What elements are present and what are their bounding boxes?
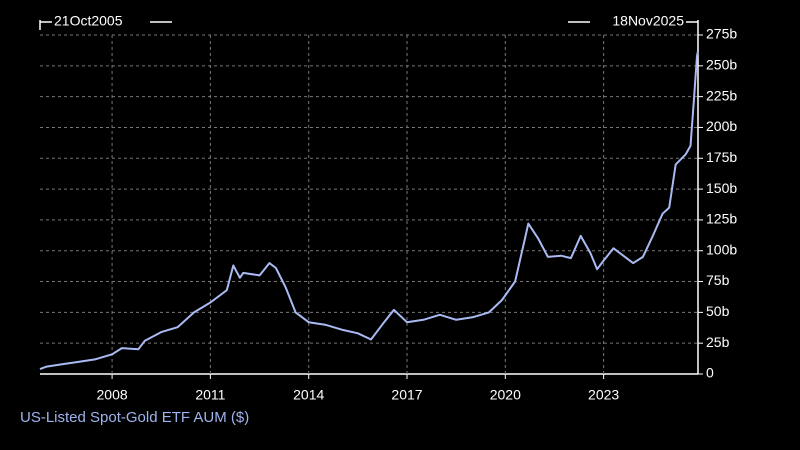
x-tick-label: 2017 (391, 387, 422, 403)
x-tick-label: 2011 (195, 387, 225, 403)
y-tick-label: 75b (706, 272, 730, 288)
y-tick-label: 100b (706, 241, 737, 257)
x-tick-label: 2023 (588, 387, 619, 403)
y-tick-label: 200b (706, 118, 737, 134)
start-date: 21Oct2005 (54, 13, 123, 29)
x-tick-label: 2014 (293, 387, 324, 403)
x-tick-label: 2020 (490, 387, 521, 403)
x-tick-label: 2008 (97, 387, 128, 403)
y-tick-label: 175b (706, 149, 737, 165)
y-tick-label: 275b (706, 26, 737, 42)
y-tick-label: 225b (706, 87, 737, 103)
y-tick-label: 25b (706, 334, 730, 350)
end-date: 18Nov2025 (612, 13, 684, 29)
y-tick-label: 125b (706, 211, 737, 227)
data-line (39, 50, 699, 371)
y-tick-label: 50b (706, 303, 730, 319)
header-markers (39, 20, 699, 375)
y-tick-label: 150b (706, 180, 737, 196)
chart-title: US-Listed Spot-Gold ETF AUM ($) (20, 409, 249, 426)
y-tick-label: 250b (706, 57, 737, 73)
y-tick-label: 0 (706, 365, 714, 381)
